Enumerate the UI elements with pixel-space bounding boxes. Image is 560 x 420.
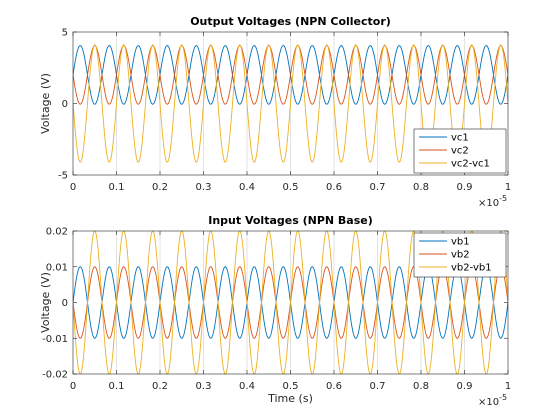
x-tick-label: 0.5 — [283, 182, 299, 193]
legend-entry-vb2-vb1: vb2-vb1 — [451, 263, 492, 274]
x-tick-label: 0.7 — [370, 381, 386, 392]
chart-title: Output Voltages (NPN Collector) — [190, 15, 391, 28]
x-tick-label: 0.4 — [239, 381, 255, 392]
x-tick-label: 0.2 — [152, 182, 168, 193]
series-line-vc2-vc1 — [73, 44, 508, 163]
x-tick-label: 0.8 — [413, 182, 429, 193]
x-exponent-base: ×10 — [478, 198, 499, 209]
x-tick-label: 0.5 — [283, 381, 299, 392]
y-axis-label: Voltage (V) — [39, 272, 52, 333]
x-tick-label: 0.8 — [413, 381, 429, 392]
x-tick-label: 0.1 — [109, 182, 125, 193]
chart-2: 0 0.1 0.2 0.3 0.4 0.5 0.6 0.7 0.8 0.9 1 -0.02 -0.01 0… — [39, 214, 511, 408]
y-axis-label: Voltage (V) — [39, 73, 52, 134]
y-tick-label: 0 — [62, 99, 68, 110]
legend-box — [413, 232, 507, 278]
legend-box — [413, 128, 507, 174]
legend-entry-vc1: vc1 — [451, 133, 469, 144]
x-tick-label: 1 — [505, 381, 511, 392]
y-tick-label: -0.01 — [42, 334, 68, 345]
x-exponent-power: -5 — [499, 393, 507, 402]
x-tick-label: 0.4 — [239, 182, 255, 193]
legend: vb1 vb2 vb2-vb1 — [413, 232, 507, 278]
x-exponent-power: -5 — [499, 194, 507, 203]
x-tick-label: 0.1 — [109, 381, 125, 392]
x-tick-label: 0.7 — [370, 182, 386, 193]
y-tick-label: 0 — [62, 298, 68, 309]
x-tick-label: 0.6 — [326, 182, 342, 193]
x-tick-label: 0.6 — [326, 381, 342, 392]
x-tick-label: 1 — [505, 182, 511, 193]
x-tick-label: 0.2 — [152, 381, 168, 392]
series-line-vc2 — [73, 45, 508, 105]
series-group — [73, 231, 508, 374]
y-tick-label: 0.01 — [46, 262, 68, 273]
series-line-vb2-vb1 — [73, 231, 508, 374]
legend-entry-vb2: vb2 — [451, 250, 470, 261]
x-axis-label: Time (s) — [267, 392, 313, 405]
x-tick-label: 0 — [70, 381, 76, 392]
legend-entry-vc2: vc2 — [451, 146, 469, 157]
x-tick-label: 0.3 — [196, 182, 212, 193]
series-group — [73, 44, 508, 163]
x-tick-label: 0.9 — [457, 182, 473, 193]
y-tick-label: -0.02 — [42, 370, 68, 381]
y-tick-label: 5 — [62, 28, 68, 39]
x-tick-label: 0.3 — [196, 381, 212, 392]
x-exponent-label: ×10-5 — [478, 393, 507, 408]
x-tick-label: 0 — [70, 182, 76, 193]
legend: vc1 vc2 vc2-vc1 — [413, 128, 507, 174]
x-exponent-base: ×10 — [478, 397, 499, 408]
y-tick-label: 0.02 — [46, 227, 68, 238]
x-tick-label: 0.9 — [457, 381, 473, 392]
y-tick-label: -5 — [58, 171, 68, 182]
chart-1: 0 0.1 0.2 0.3 0.4 0.5 0.6 0.7 0.8 0.9 1-505×10-5Ou… — [39, 15, 511, 209]
x-exponent-label: ×10-5 — [478, 194, 507, 209]
legend-entry-vb1: vb1 — [451, 237, 470, 248]
legend-entry-vc2-vc1: vc2-vc1 — [451, 159, 490, 170]
chart-title: Input Voltages (NPN Base) — [208, 214, 373, 227]
